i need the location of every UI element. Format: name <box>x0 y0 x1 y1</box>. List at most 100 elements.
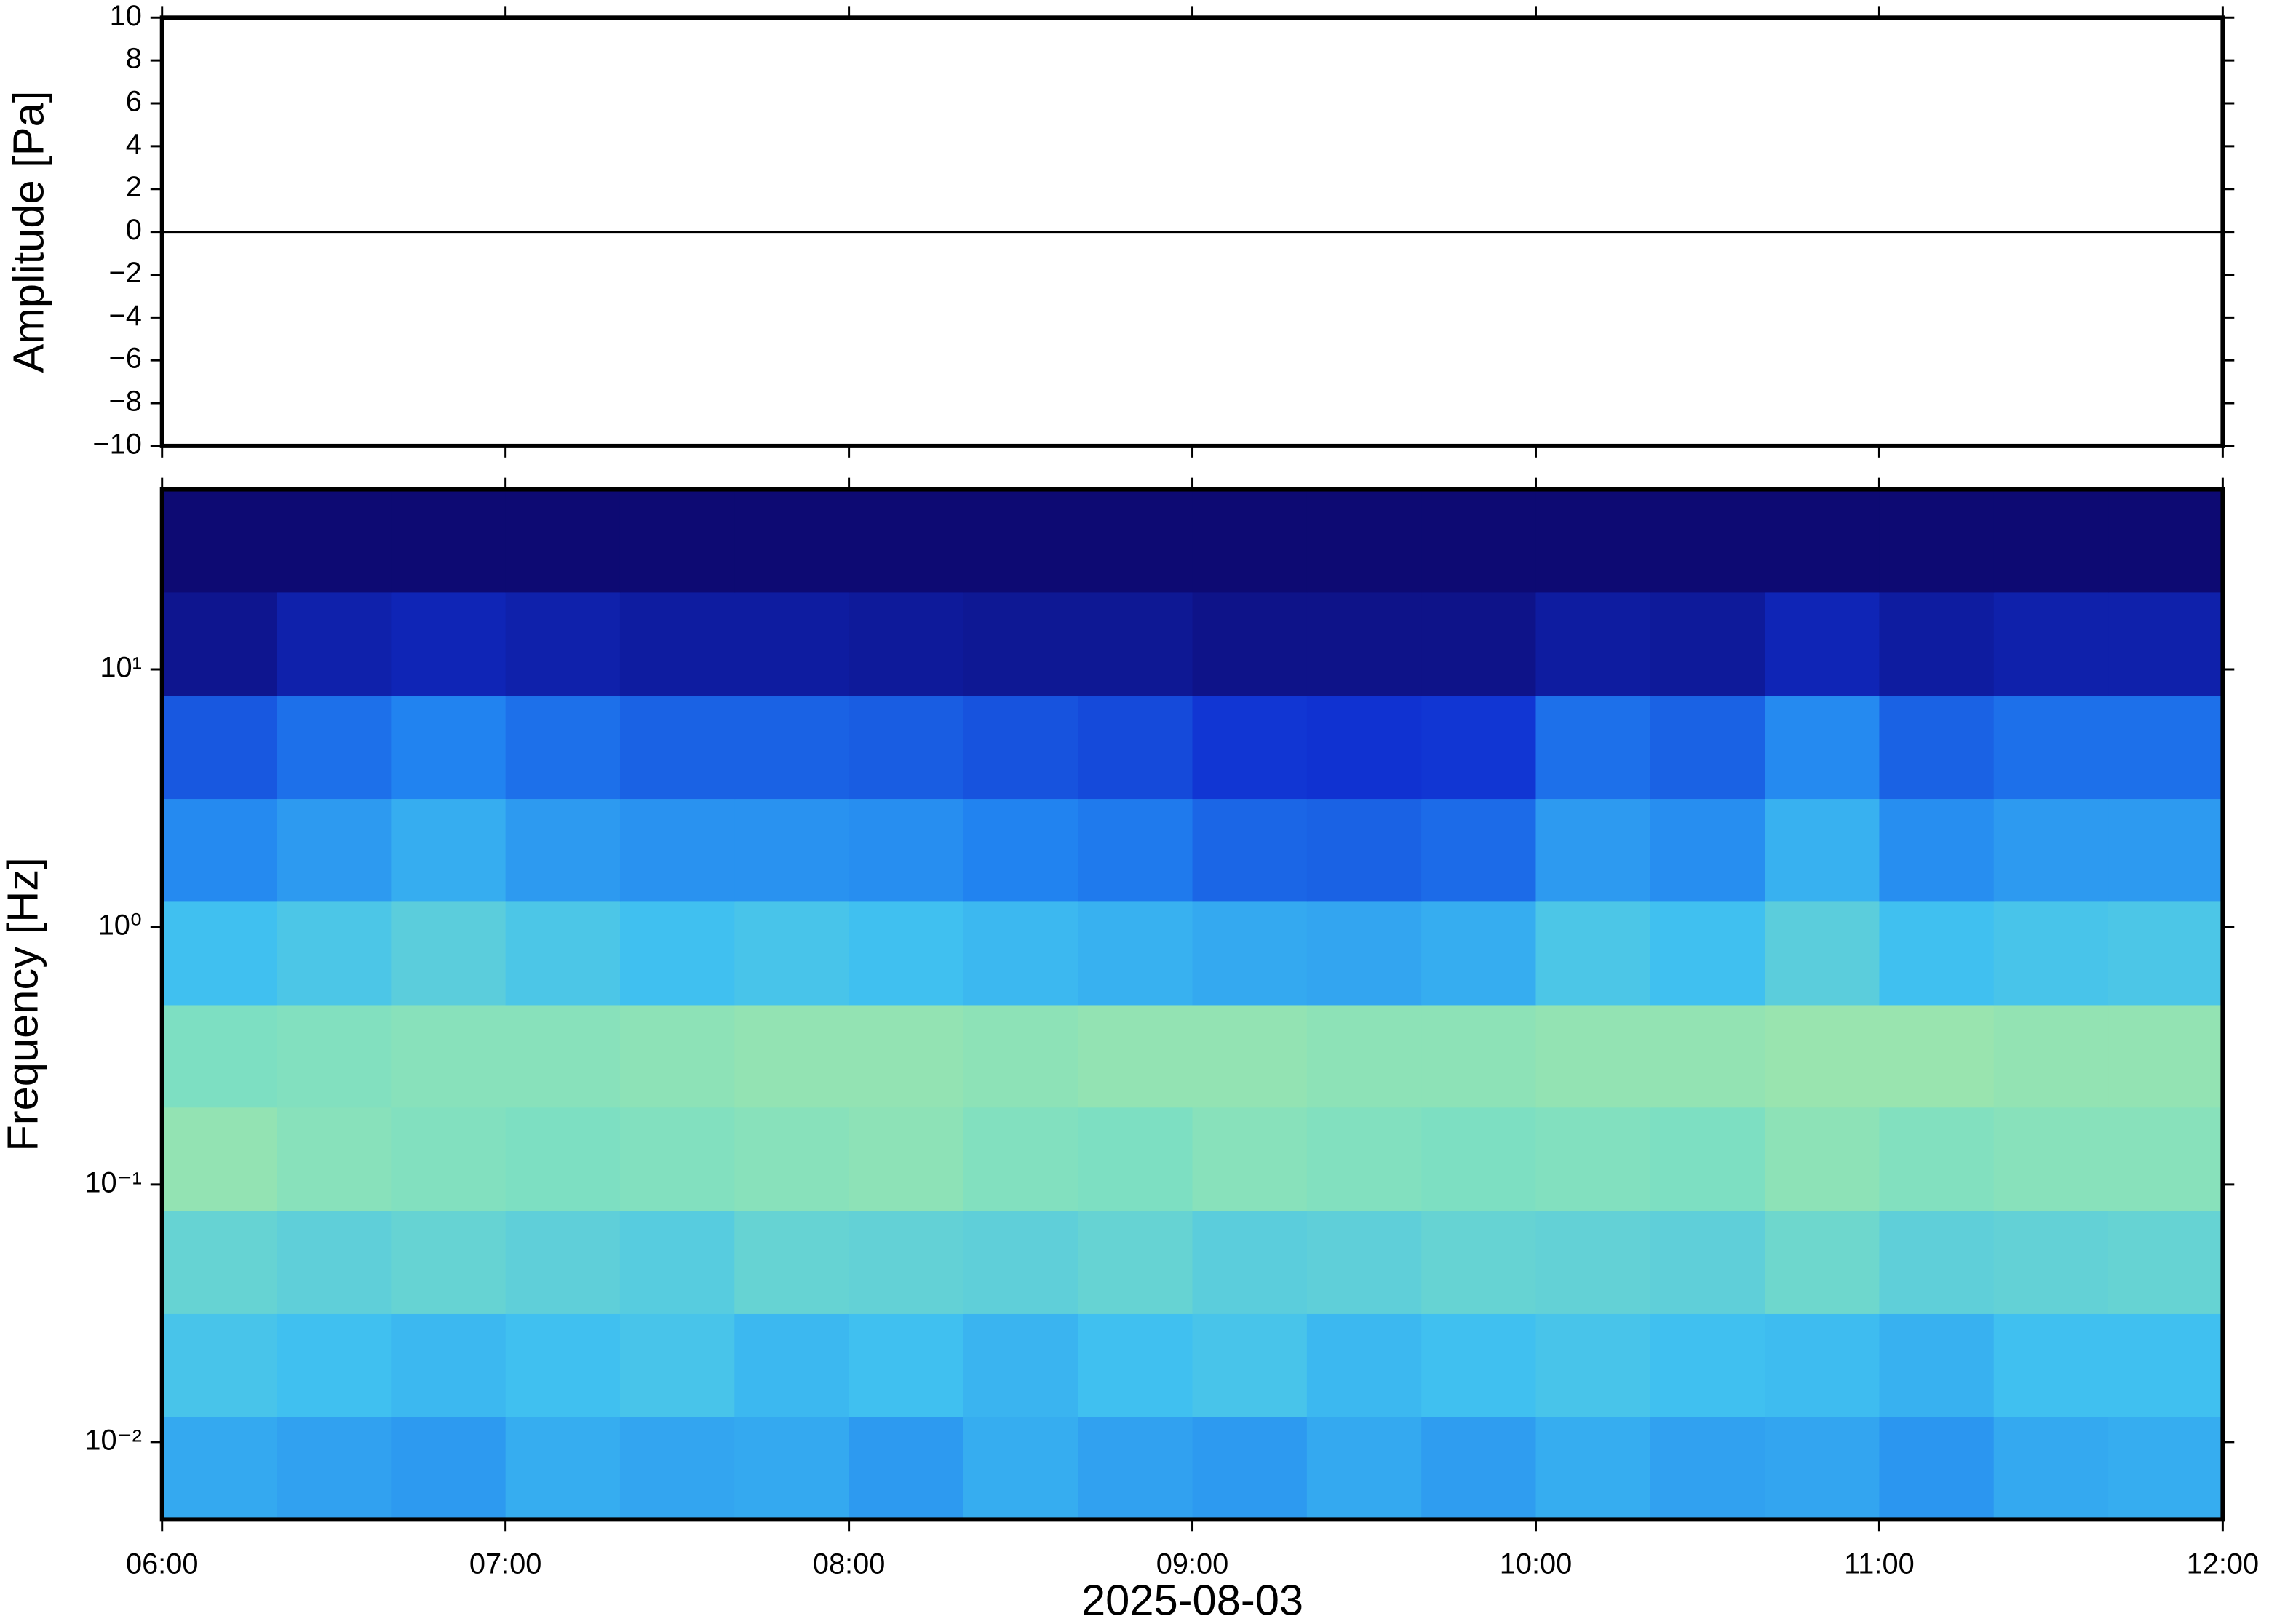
spectrogram-cell <box>1421 901 1537 1006</box>
y-axis-label: Frequency [Hz] <box>0 857 47 1151</box>
spectrogram-cell <box>1306 489 1423 593</box>
spectrogram-cell <box>1765 695 1880 800</box>
spectrogram-cell <box>391 1107 506 1211</box>
spectrogram-cell <box>2108 1107 2224 1211</box>
spectrogram-cell <box>1650 1210 1766 1314</box>
spectrogram-cell <box>162 1004 278 1108</box>
spectrogram-cell <box>1078 592 1193 696</box>
spectrogram-cell <box>1879 1416 1995 1521</box>
spectrogram-cell <box>1879 1313 1995 1417</box>
spectrogram-cell <box>2108 1416 2224 1521</box>
spectrogram-cell <box>963 1416 1079 1521</box>
spectrogram-cell <box>1879 1107 1995 1211</box>
spectrogram-cell <box>505 695 621 800</box>
spectrogram-cell <box>1765 1313 1880 1417</box>
spectrogram-cell <box>391 1004 506 1108</box>
spectrogram-cell <box>734 1004 850 1108</box>
spectrogram-cell <box>1879 901 1995 1006</box>
spectrogram-cell <box>162 1313 278 1417</box>
spectrogram-cell <box>1306 1313 1423 1417</box>
spectrogram-cell <box>1993 901 2110 1006</box>
y-tick-label: 4 <box>126 128 142 160</box>
spectrogram-cell <box>1306 1004 1423 1108</box>
spectrogram-cell <box>505 901 621 1006</box>
spectrogram-cell <box>1306 1416 1423 1521</box>
spectrogram-cell <box>505 798 621 902</box>
spectrogram-cell <box>1993 798 2110 902</box>
x-tick-label: 09:00 <box>1156 1548 1229 1580</box>
spectrogram-cell <box>2108 489 2224 593</box>
spectrogram-cell <box>849 1313 964 1417</box>
spectrogram-cell <box>505 1210 621 1314</box>
spectrogram-cell <box>391 695 506 800</box>
spectrogram-cell <box>849 592 964 696</box>
spectrogram-cell <box>849 1416 964 1521</box>
spectrogram-cell <box>1421 1107 1537 1211</box>
y-tick-label: 6 <box>126 86 142 118</box>
spectrogram-cell <box>619 1416 736 1521</box>
spectrogram-cell <box>963 695 1079 800</box>
spectrogram-cell <box>619 489 736 593</box>
spectrogram-cell <box>391 1313 506 1417</box>
spectrogram-cell <box>1192 1004 1308 1108</box>
spectrogram-cell <box>1765 489 1880 593</box>
spectrogram-cell <box>505 592 621 696</box>
x-tick-label: 12:00 <box>2187 1548 2260 1580</box>
spectrogram-cell <box>1993 1313 2110 1417</box>
spectrogram-cell <box>1078 1004 1193 1108</box>
spectrogram-cell <box>963 489 1079 593</box>
spectrogram-cell <box>849 901 964 1006</box>
spectrogram-cell <box>619 592 736 696</box>
spectrogram-cell <box>734 1313 850 1417</box>
spectrogram-cell <box>963 1313 1079 1417</box>
spectrogram-cell <box>1535 695 1651 800</box>
spectrogram-cell <box>391 1210 506 1314</box>
spectrogram-cell <box>1535 489 1651 593</box>
x-tick-label: 08:00 <box>813 1548 886 1580</box>
spectrogram-cell <box>734 695 850 800</box>
spectrogram-cell <box>1993 1416 2110 1521</box>
spectrogram-cell <box>1192 1416 1308 1521</box>
spectrogram-cell <box>162 901 278 1006</box>
spectrogram-cell <box>734 1210 850 1314</box>
y-tick-label: 10 <box>110 0 142 32</box>
y-tick-label: −4 <box>109 300 142 332</box>
spectrogram-cell <box>1650 489 1766 593</box>
spectrogram-cell <box>391 901 506 1006</box>
spectrogram-cell <box>1765 1004 1880 1108</box>
spectrogram-cell <box>162 695 278 800</box>
spectrogram-cell <box>1993 1210 2110 1314</box>
spectrogram-cell <box>1421 592 1537 696</box>
spectrogram-cell <box>1765 1210 1880 1314</box>
spectrogram-cell <box>1421 1210 1537 1314</box>
spectrogram-cell <box>391 489 506 593</box>
spectrogram-cell <box>1078 489 1193 593</box>
spectrogram-cell <box>1535 1210 1651 1314</box>
spectrogram-cell <box>2108 1210 2224 1314</box>
spectrogram-cell <box>963 1210 1079 1314</box>
spectrogram-cell <box>1650 1107 1766 1211</box>
spectrogram-cell <box>1078 798 1193 902</box>
spectrogram-cell <box>1306 1107 1423 1211</box>
spectrogram-cell <box>1535 592 1651 696</box>
spectrogram-cell <box>1879 1210 1995 1314</box>
spectrogram-cell <box>1650 1004 1766 1108</box>
spectrogram-cell <box>1879 489 1995 593</box>
x-axis-label: 2025-08-03 <box>1081 1575 1303 1624</box>
spectrogram-cell <box>1765 798 1880 902</box>
spectrogram-cell <box>1078 901 1193 1006</box>
spectrogram-cell <box>734 901 850 1006</box>
spectrogram-cell <box>1306 695 1423 800</box>
y-tick-label: 2 <box>126 171 142 203</box>
spectrogram-cell <box>1192 1210 1308 1314</box>
spectrogram-cell <box>277 1107 392 1211</box>
spectrogram-cell <box>1650 592 1766 696</box>
spectrogram-cell <box>505 1416 621 1521</box>
spectrogram-cell <box>1078 695 1193 800</box>
spectrogram-cell <box>391 1416 506 1521</box>
spectrogram-cell <box>505 489 621 593</box>
spectrogram-cell <box>1192 798 1308 902</box>
spectrogram-cell <box>619 1313 736 1417</box>
spectrogram-cell <box>1535 901 1651 1006</box>
